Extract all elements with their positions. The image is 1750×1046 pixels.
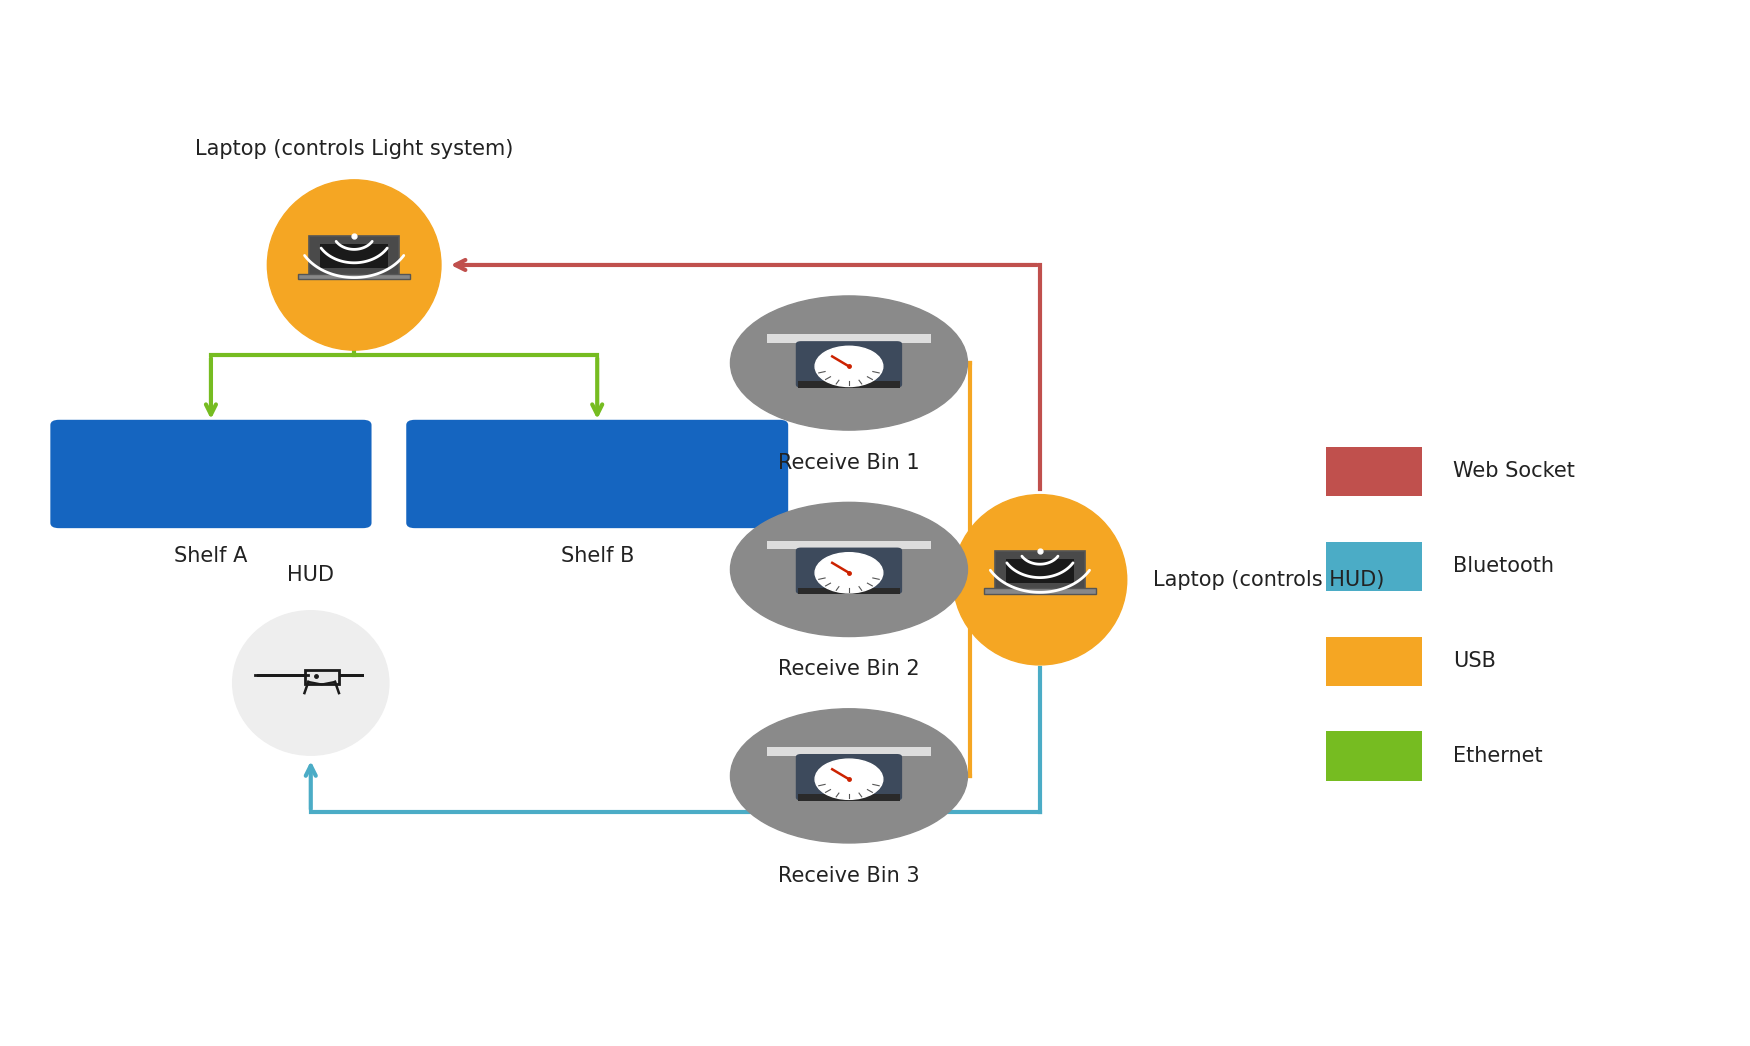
FancyBboxPatch shape <box>766 747 931 756</box>
FancyBboxPatch shape <box>796 754 903 800</box>
FancyBboxPatch shape <box>798 588 900 594</box>
Ellipse shape <box>730 502 968 637</box>
Text: Receive Bin 2: Receive Bin 2 <box>779 659 920 679</box>
Text: Shelf A: Shelf A <box>175 546 248 566</box>
FancyBboxPatch shape <box>304 669 338 684</box>
FancyBboxPatch shape <box>320 244 388 269</box>
Text: Receive Bin 3: Receive Bin 3 <box>779 866 920 886</box>
FancyBboxPatch shape <box>257 674 364 677</box>
FancyBboxPatch shape <box>766 334 931 343</box>
FancyBboxPatch shape <box>1326 731 1423 781</box>
Circle shape <box>816 346 882 387</box>
Text: Bluetooth: Bluetooth <box>1452 556 1554 576</box>
Text: Laptop (controls Light system): Laptop (controls Light system) <box>194 139 513 159</box>
FancyBboxPatch shape <box>1326 637 1423 686</box>
Text: USB: USB <box>1452 652 1496 672</box>
Ellipse shape <box>954 495 1127 665</box>
FancyBboxPatch shape <box>798 381 900 388</box>
FancyBboxPatch shape <box>996 551 1085 591</box>
FancyBboxPatch shape <box>299 274 410 279</box>
FancyBboxPatch shape <box>1006 559 1074 584</box>
Text: Ethernet: Ethernet <box>1452 746 1544 767</box>
FancyBboxPatch shape <box>984 589 1096 594</box>
Circle shape <box>816 552 882 593</box>
FancyBboxPatch shape <box>310 236 399 276</box>
FancyBboxPatch shape <box>798 794 900 800</box>
FancyBboxPatch shape <box>796 547 903 594</box>
FancyBboxPatch shape <box>766 541 931 549</box>
Ellipse shape <box>730 709 968 843</box>
FancyBboxPatch shape <box>1326 447 1423 496</box>
Ellipse shape <box>730 296 968 430</box>
Text: Receive Bin 1: Receive Bin 1 <box>779 453 920 473</box>
FancyBboxPatch shape <box>1326 542 1423 591</box>
Ellipse shape <box>268 180 441 350</box>
FancyBboxPatch shape <box>796 341 903 388</box>
Text: HUD: HUD <box>287 565 334 585</box>
Text: Shelf B: Shelf B <box>560 546 634 566</box>
FancyBboxPatch shape <box>51 419 371 528</box>
Circle shape <box>816 759 882 799</box>
Ellipse shape <box>233 611 388 755</box>
Text: Laptop (controls HUD): Laptop (controls HUD) <box>1153 570 1384 590</box>
FancyBboxPatch shape <box>406 419 788 528</box>
Text: Web Socket: Web Socket <box>1452 461 1575 481</box>
